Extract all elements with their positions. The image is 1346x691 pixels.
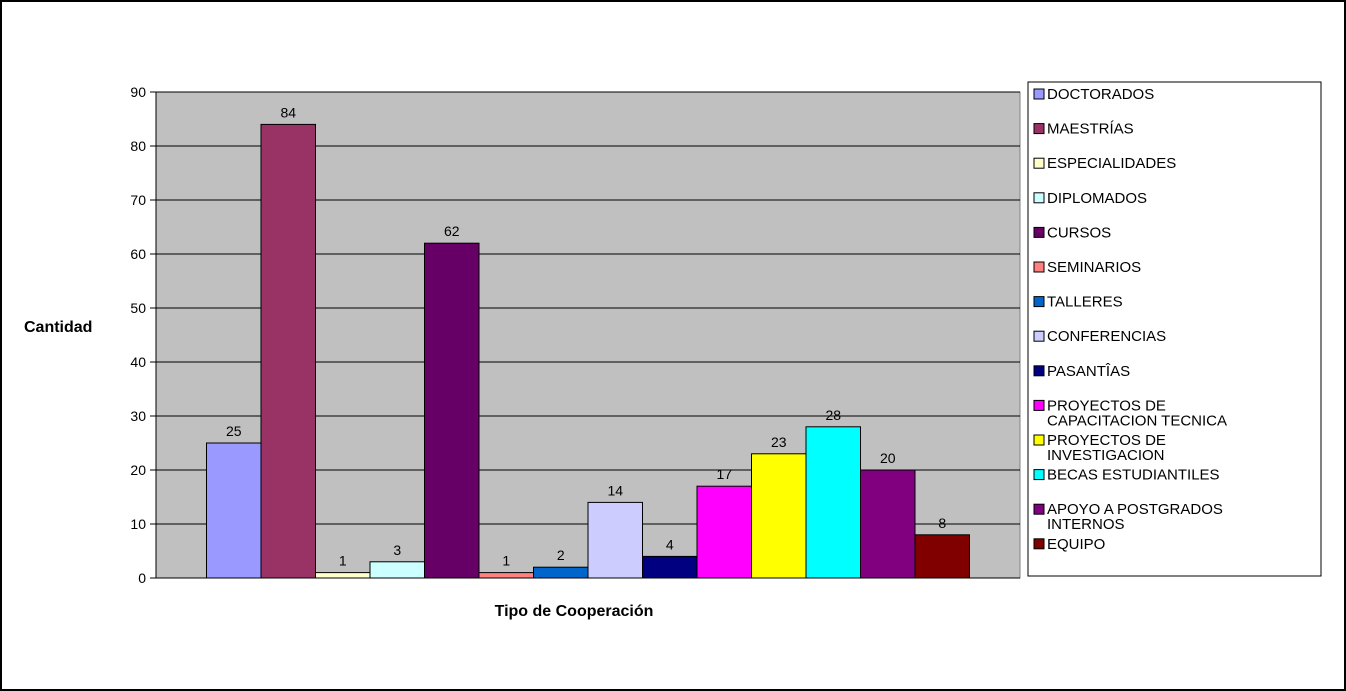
data-label: 1 [339,553,347,569]
bar-cursos [424,242,480,579]
data-label: 62 [444,223,460,239]
legend-box [1027,81,1322,577]
bar-especialidades [315,572,371,579]
data-label: 1 [502,553,510,569]
data-label: 4 [666,536,674,552]
bar-pasant-as [642,555,698,579]
legend-swatch-pasant-as [1033,365,1045,377]
y-tick-label: 30 [130,408,146,424]
bar-talleres [533,566,589,579]
legend-swatch-seminarios [1033,261,1045,273]
data-label: 25 [226,423,242,439]
data-label: 2 [557,547,565,563]
y-tick-labels: 0 10 20 30 40 50 60 70 80 90 [130,84,156,586]
bar-proyectos-de-investigacion [751,453,807,579]
y-axis-label: Cantidad [24,319,92,336]
legend-entry-cursos: CURSOS [1047,224,1111,241]
data-label: 14 [607,482,623,498]
data-label: 17 [716,466,732,482]
y-tick-label: 0 [138,570,146,586]
y-tick-label: 80 [130,138,146,154]
legend-swatch-talleres [1033,296,1045,308]
bar-doctorados [206,442,262,579]
legend-entry-proyectos-de-capacitacion-tecnica: PROYECTOS DE CAPACITACION TECNICA [1047,397,1227,429]
data-label: 20 [880,450,896,466]
legend: DOCTORADOS MAESTRÍAS ESPECIALIDADES DIPLOMA… [1027,81,1322,577]
legend-swatch-apoyo-a-postgrados-internos [1033,503,1045,515]
legend-entry-becas-estudiantiles: BECAS ESTUDIANTILES [1047,467,1220,484]
legend-entry-talleres: TALLERES [1047,294,1123,311]
bars [206,123,970,579]
legend-entry-maestr-as: MAESTRÍAS [1047,121,1134,138]
legend-swatch-proyectos-de-investigacion [1033,434,1045,446]
legend-swatch-equipo [1033,538,1045,550]
y-tick-label: 70 [130,192,146,208]
legend-entry-apoyo-a-postgrados-internos: APOYO A POSTGRADOS INTERNOS [1047,501,1223,533]
data-label: 3 [393,542,401,558]
data-label: 84 [280,104,296,120]
legend-entry-equipo: EQUIPO [1047,536,1105,553]
legend-entry-pasant-as: PASANTÎAS [1047,363,1130,380]
bar-becas-estudiantiles [805,426,861,579]
bar-proyectos-de-capacitacion-tecnica [696,485,752,579]
y-tick-label: 20 [130,462,146,478]
x-axis-label: Tipo de Cooperación [495,603,654,620]
legend-entry-proyectos-de-investigacion: PROYECTOS DE INVESTIGACION [1047,432,1166,464]
legend-swatch-becas-estudiantiles [1033,469,1045,481]
legend-swatch-maestr-as [1033,123,1045,135]
bar-maestr-as [260,123,316,579]
y-tick-label: 10 [130,516,146,532]
y-tick-label: 40 [130,354,146,370]
legend-entry-especialidades: ESPECIALIDADES [1047,155,1176,172]
data-label: 23 [771,434,787,450]
legend-entry-doctorados: DOCTORADOS [1047,86,1154,103]
legend-entry-seminarios: SEMINARIOS [1047,259,1141,276]
legend-swatch-cursos [1033,226,1045,238]
bar-apoyo-a-postgrados-internos [860,469,916,579]
data-label: 8 [938,515,946,531]
legend-entry-diplomados: DIPLOMADOS [1047,190,1147,207]
y-tick-label: 60 [130,246,146,262]
bar-equipo [914,534,970,579]
legend-swatch-diplomados [1033,192,1045,204]
bar-diplomados [369,561,425,579]
y-tick-label: 50 [130,300,146,316]
legend-swatch-conferencias [1033,330,1045,342]
bar-seminarios [478,572,534,579]
legend-swatch-doctorados [1033,88,1045,100]
legend-entry-conferencias: CONFERENCIAS [1047,328,1166,345]
legend-swatch-especialidades [1033,157,1045,169]
data-label: 28 [825,407,841,423]
y-tick-label: 90 [130,84,146,100]
legend-swatch-proyectos-de-capacitacion-tecnica [1033,399,1045,411]
data-labels: 25 84 1 3 62 1 2 14 4 17 23 28 20 8 [226,104,946,568]
bar-conferencias [587,501,643,579]
